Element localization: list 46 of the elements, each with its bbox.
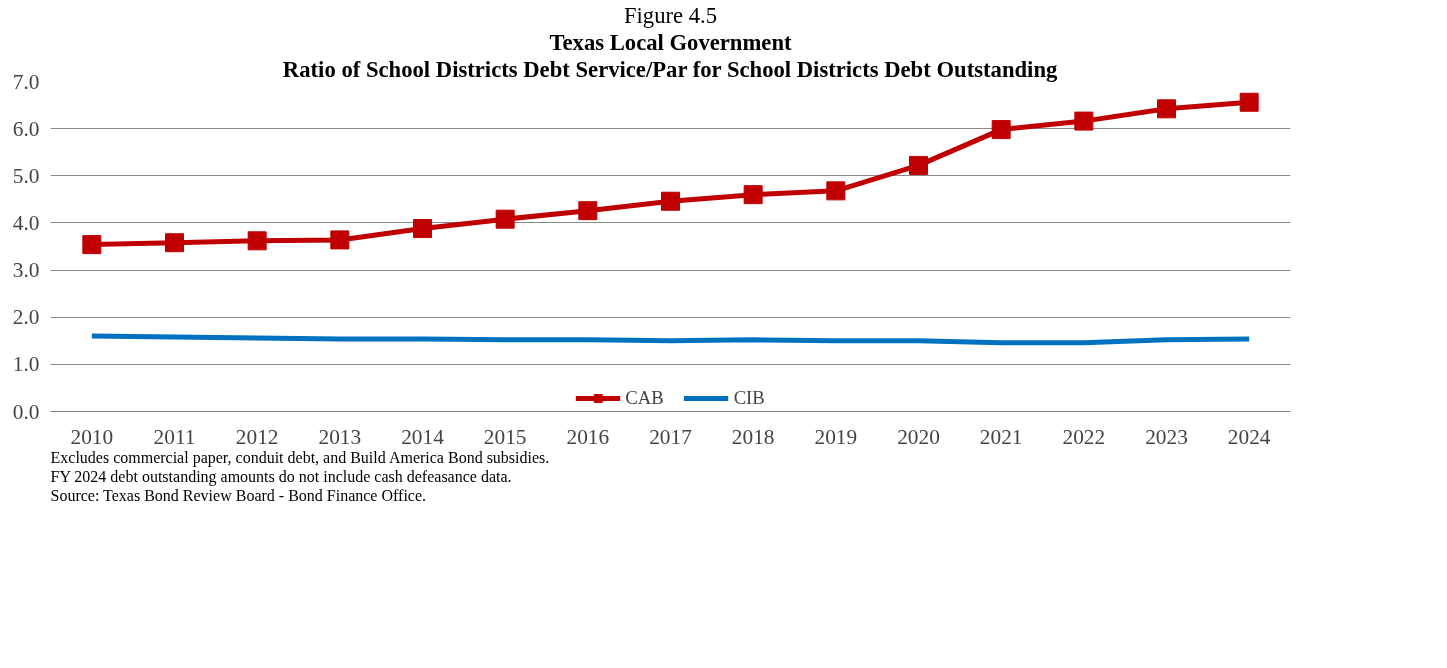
x-tick-label: 2010 [70,424,114,449]
caption: Figure 4.5 [623,2,718,28]
point [1074,111,1094,131]
point [578,201,598,221]
x-tick-label: 2013 [318,424,362,449]
y-tick-label: 4.0 [12,210,40,235]
x-tick-label: 2017 [649,424,693,449]
x-tick-label: 2019 [814,424,858,449]
legend-label: CIB [733,387,765,409]
x-tick-label: 2012 [235,424,279,449]
point [661,191,680,211]
y-tick-label: 7.0 [12,69,40,94]
y-tick-label: 3.0 [12,258,40,283]
source-note: Source: Texas Bond Review Board - Bond Finance Office. [50,486,427,504]
point [413,219,432,239]
point [165,233,184,253]
x-tick-label: 2024 [1227,424,1271,449]
point [247,231,267,251]
text: Excludes commercial paper, conduit debt, and Build America Bond subsidies. [50,448,550,467]
y-tick-label: 1.0 [12,352,40,377]
chart-title: Texas Local Government [549,29,792,55]
point [1157,99,1176,119]
y-tick-label: 5.0 [12,163,40,188]
x-tick-label: 2011 [153,424,196,449]
x-tick-label: 2014 [401,424,445,449]
point [330,230,350,250]
y-tick-label: 6.0 [12,116,40,141]
x-tick-label: 2020 [897,424,940,449]
x-tick-label: 2018 [731,424,775,449]
point [495,209,515,229]
x-tick-label: 2016 [566,424,610,449]
text: FY 2024 debt outstanding amounts do not include cash defeasance data. [50,467,512,486]
legend-label: CAB [625,387,664,409]
x-tick-label: 2015 [483,424,527,449]
x-tick-label: 2023 [1145,424,1188,449]
point [743,185,763,205]
point [1239,92,1259,112]
point [909,155,928,175]
x-tick-label: 2021 [979,424,1023,449]
point [82,235,102,255]
point [826,181,846,201]
point [991,120,1011,140]
y-tick-label: 2.0 [12,305,40,330]
y-tick-label: 0.0 [12,399,40,424]
chart-subtitle: Ratio of School Districts Debt Service/Par for School Districts Debt Outstanding [282,56,1058,82]
x-tick-label: 2022 [1062,424,1106,449]
